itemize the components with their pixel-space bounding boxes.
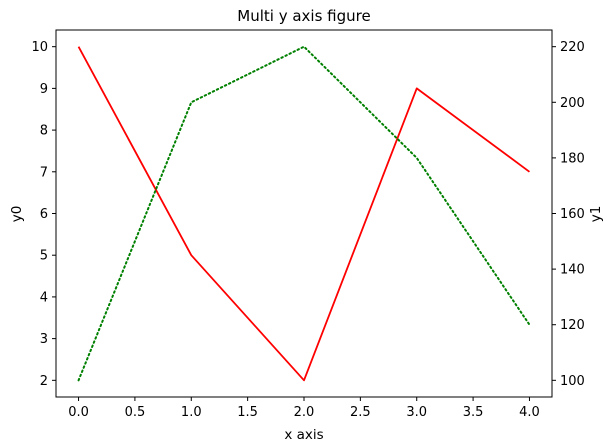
y0-tick-label: 5 xyxy=(40,249,48,264)
series-line-1 xyxy=(77,45,531,382)
y1-tick-label: 200 xyxy=(560,96,585,111)
y0-tick-label: 4 xyxy=(40,290,48,305)
x-tick-label: 0.0 xyxy=(68,405,89,420)
y0-tick-label: 3 xyxy=(40,332,48,347)
x-tick-label: 1.0 xyxy=(181,405,202,420)
x-tick-label: 1.5 xyxy=(237,405,258,420)
y1-tick-label: 100 xyxy=(560,374,585,389)
y0-tick-label: 10 xyxy=(31,40,48,55)
y0-tick-label: 8 xyxy=(40,124,48,139)
y1-tick-label: 160 xyxy=(560,207,585,222)
y1-axis: 100 120 140 160 180 200 220 xyxy=(552,40,585,389)
y0-tick-label: 7 xyxy=(40,165,48,180)
x-tick-label: 4.0 xyxy=(519,405,540,420)
x-tick-label: 2.0 xyxy=(294,405,315,420)
y1-tick-label: 180 xyxy=(560,151,585,166)
y0-axis: 2 3 4 5 6 7 8 9 10 xyxy=(31,40,56,389)
y0-axis-label: y0 xyxy=(9,206,25,223)
y0-tick-label: 2 xyxy=(40,374,48,389)
plot-area xyxy=(77,45,531,382)
y0-tick-label: 9 xyxy=(40,82,48,97)
x-tick-label: 2.5 xyxy=(350,405,371,420)
x-tick-label: 0.5 xyxy=(125,405,146,420)
axes-frame xyxy=(55,29,553,398)
x-axis-label: x axis xyxy=(284,427,323,443)
plot-frame xyxy=(55,29,553,398)
y1-tick-label: 140 xyxy=(560,263,585,278)
x-tick-label: 3.5 xyxy=(463,405,484,420)
y0-tick-label: 6 xyxy=(40,207,48,222)
y1-tick-label: 220 xyxy=(560,40,585,55)
y1-axis-label: y1 xyxy=(588,206,604,223)
x-axis: 0.0 0.5 1.0 1.5 2.0 2.5 3.0 3.5 4.0 xyxy=(68,397,540,420)
chart-title: Multi y axis figure xyxy=(237,7,370,25)
series-line-0 xyxy=(77,46,530,382)
x-tick-label: 3.0 xyxy=(406,405,427,420)
y1-tick-label: 120 xyxy=(560,318,585,333)
